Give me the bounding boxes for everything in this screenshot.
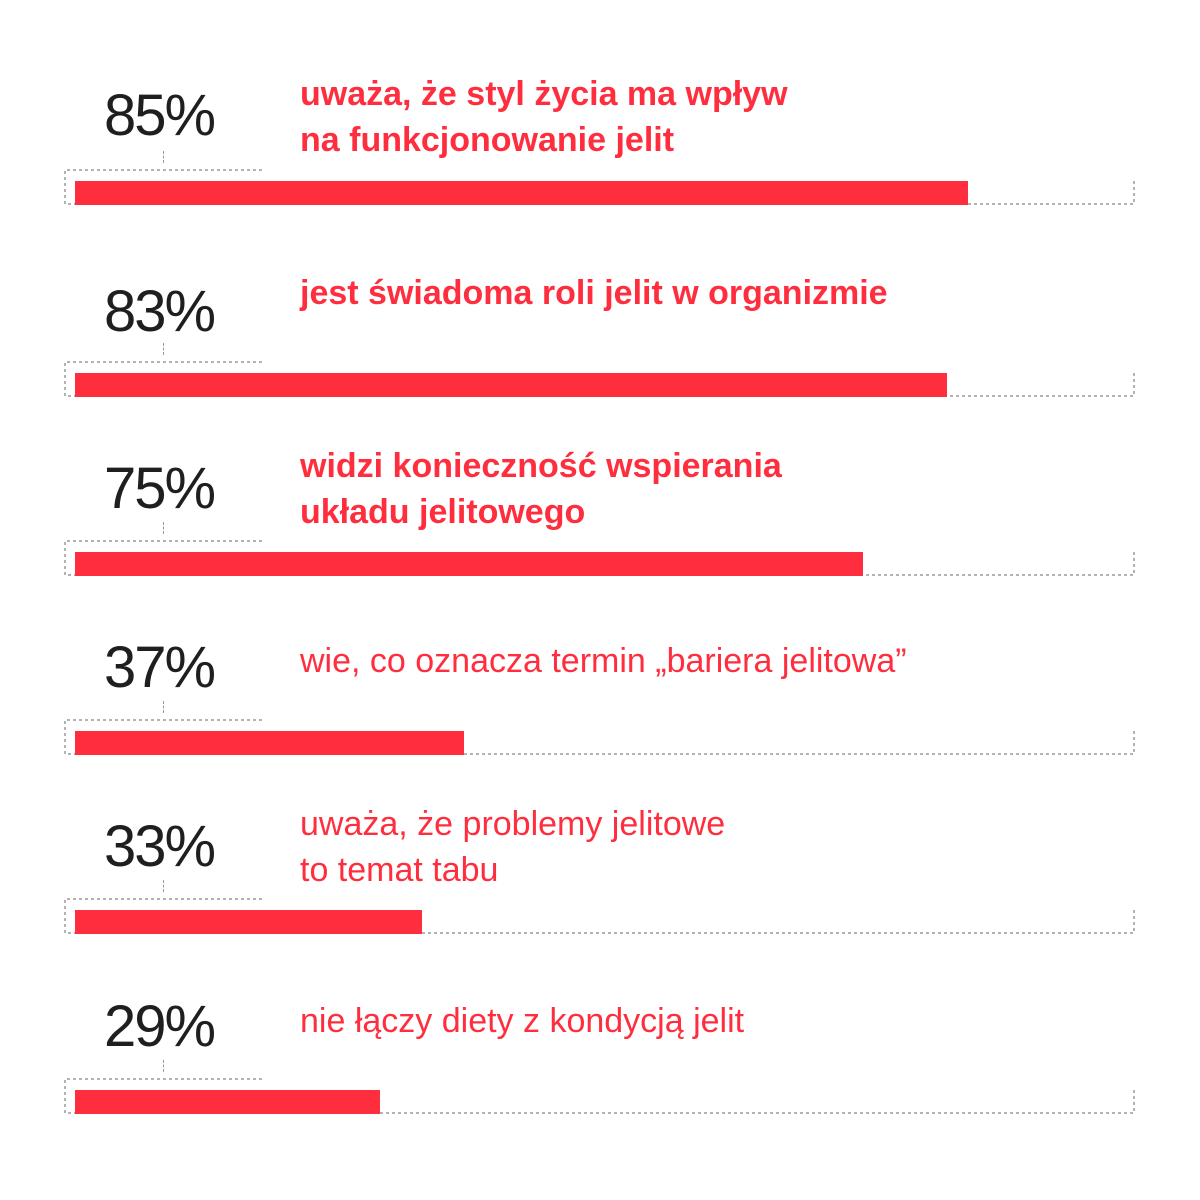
chart-row: 85% uważa, że styl życia ma wpływ na funkc… xyxy=(0,75,1200,248)
chart-row: 75% widzi konieczność wspierania układu je… xyxy=(0,447,1200,619)
percent-label: 85% xyxy=(104,83,216,148)
percent-label: 75% xyxy=(104,456,216,521)
bar-track-frame xyxy=(64,1078,1135,1114)
chart-row: 33% uważa, że problemy jelitowe to temat t… xyxy=(0,805,1200,977)
bar xyxy=(75,552,863,576)
chart-row: 83% jest świadoma roli jelit w organizmie xyxy=(0,270,1200,440)
bar-description: wie, co oznacza termin „bariera jelitowa… xyxy=(300,638,1160,684)
connector-tick xyxy=(163,151,164,163)
percent-label: 33% xyxy=(104,814,216,879)
bar xyxy=(75,373,947,397)
bar xyxy=(75,731,464,755)
description-line: jest świadoma roli jelit w organizmie xyxy=(300,274,888,312)
bar-description: jest świadoma roli jelit w organizmie xyxy=(300,270,1160,316)
connector-tick xyxy=(163,1060,164,1072)
bar-description: nie łączy diety z kondycją jelit xyxy=(300,998,1160,1044)
connector-tick xyxy=(163,522,164,534)
chart-row: 29% nie łączy diety z kondycją jelit xyxy=(0,987,1200,1157)
description-line: to temat tabu xyxy=(300,851,499,889)
percent-label: 29% xyxy=(104,994,216,1059)
bar-track-frame xyxy=(64,361,1135,397)
connector-tick xyxy=(163,343,164,355)
description-line: na funkcjonowanie jelit xyxy=(300,121,675,159)
bar-track-frame xyxy=(64,169,1135,205)
bar-description: widzi konieczność wspierania układu jelit… xyxy=(300,443,1160,535)
bar-track-frame xyxy=(64,898,1135,934)
connector-tick xyxy=(163,880,164,892)
bar-track-frame xyxy=(64,719,1135,755)
description-line: wie, co oznacza termin „bariera jelitowa… xyxy=(300,642,907,680)
bar-description: uważa, że problemy jelitowe to temat tabu xyxy=(300,801,1160,893)
description-line: uważa, że problemy jelitowe xyxy=(300,805,726,843)
connector-tick xyxy=(163,701,164,713)
percent-label: 37% xyxy=(104,635,216,700)
bar xyxy=(75,181,968,205)
percent-label: 83% xyxy=(104,279,216,344)
bar xyxy=(75,1090,380,1114)
description-line: nie łączy diety z kondycją jelit xyxy=(300,1002,745,1040)
description-line: uważa, że styl życia ma wpływ xyxy=(300,75,788,113)
chart-row: 37% wie, co oznacza termin „bariera jelit… xyxy=(0,628,1200,798)
description-line: widzi konieczność wspierania xyxy=(300,447,782,485)
bar xyxy=(75,910,422,934)
bar-description: uważa, że styl życia ma wpływ na funkcjon… xyxy=(300,71,1160,163)
description-line: układu jelitowego xyxy=(300,493,586,531)
bar-track-frame xyxy=(64,540,1135,576)
